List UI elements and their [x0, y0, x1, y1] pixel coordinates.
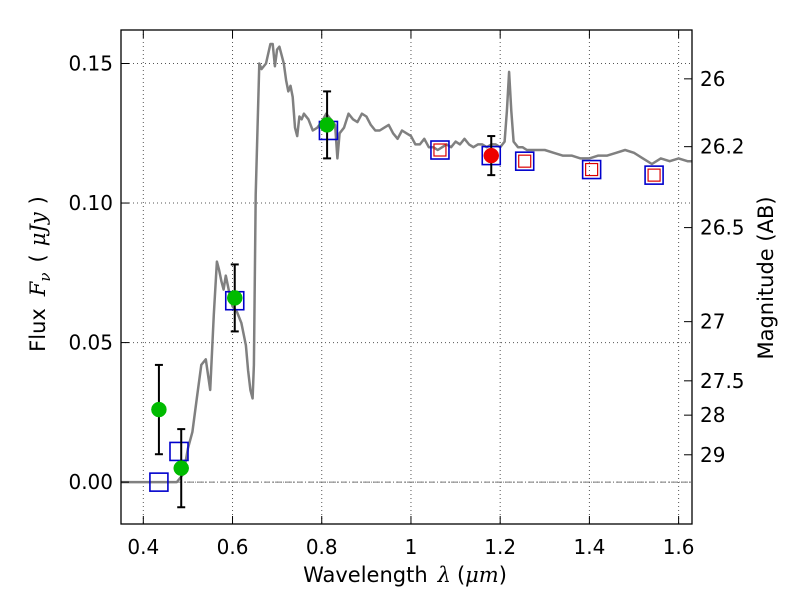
x-tick-label: 1.6 [663, 535, 695, 559]
model-point-square [430, 140, 450, 160]
y-tick-label: 0.10 [68, 191, 113, 215]
observed-point [227, 290, 243, 306]
y-tick-label: 0.00 [68, 470, 113, 494]
x-tick-label: 1.2 [484, 535, 516, 559]
y-axis-label-subscript: ν [36, 272, 54, 281]
magnitude-tick-label: 26.5 [700, 216, 745, 240]
observed-point [173, 460, 189, 476]
y-tick-label: 0.15 [68, 51, 113, 75]
x-tick-label: 0.4 [127, 535, 159, 559]
y-axis-label-unit: μJy [26, 211, 50, 246]
x-axis-label-unit: μm [465, 563, 499, 587]
y-axis-label-close: ) [26, 196, 50, 204]
x-axis-label-symbol: λ [437, 563, 451, 587]
observed-point [319, 117, 335, 133]
magnitude-tick-label: 26 [700, 67, 725, 91]
model-point-inner-square [433, 143, 447, 157]
observed-point [151, 401, 167, 418]
magnitude-tick-label: 27 [700, 310, 725, 334]
grid [121, 30, 692, 524]
magnitude-tick-label: 29 [700, 443, 725, 467]
plot-area [121, 42, 692, 484]
x-axis-label-prefix: Wavelength [303, 563, 428, 587]
observed-point [483, 147, 500, 164]
y-axis-label: Flux Fν ( μJy) [26, 196, 54, 352]
model-point-square [149, 472, 169, 492]
model-point-square [644, 165, 664, 185]
y-axis-label-prefix: Flux [26, 308, 50, 352]
model-point-inner-square [518, 154, 532, 168]
axis-ticks: 0.4 0.6 0.8 1 1.2 1.4 1.6 0.00 0.05 0.10 0.15 26 26.… [68, 30, 745, 559]
model-point-square [169, 441, 189, 462]
magnitude-tick-label: 28 [700, 403, 725, 427]
model-point-inner-square [647, 168, 661, 182]
y-tick-label: 0.05 [68, 331, 113, 355]
model-point-inner-square [585, 162, 599, 177]
magnitude-axis-label: Magnitude (AB) [754, 196, 778, 359]
x-axis-label-close: ) [499, 563, 507, 587]
model-point-square [514, 151, 535, 171]
template-spectrum-line [121, 42, 692, 484]
data-marks [149, 90, 664, 509]
x-tick-label: 1 [405, 535, 418, 559]
x-tick-label: 0.8 [306, 535, 338, 559]
y-axis-label-open: ( [26, 254, 50, 262]
magnitude-tick-label: 26.2 [700, 135, 745, 159]
model-point-square [581, 159, 602, 180]
plot-frame [120, 29, 693, 525]
x-tick-label: 0.6 [217, 535, 249, 559]
x-axis-label: Wavelength λ (μm) [303, 563, 507, 587]
x-tick-label: 1.4 [573, 535, 605, 559]
x-axis-label-open: ( [457, 563, 465, 587]
magnitude-tick-label: 27.5 [700, 369, 745, 393]
y-axis-label-symbol: F [26, 280, 50, 297]
